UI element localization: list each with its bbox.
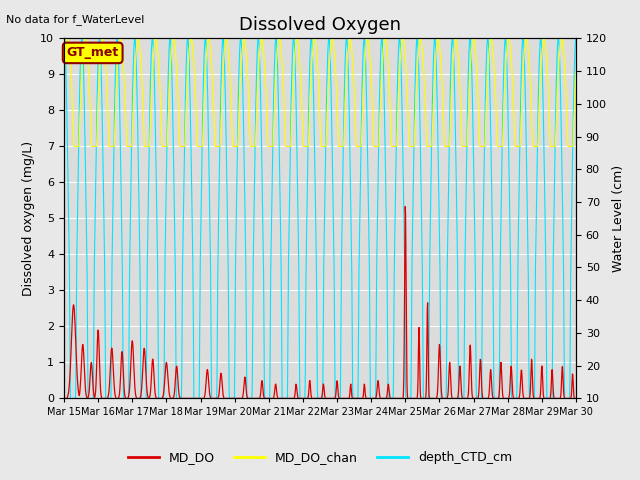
Text: No data for f_WaterLevel: No data for f_WaterLevel [6, 14, 145, 25]
Text: GT_met: GT_met [67, 47, 119, 60]
Legend: MD_DO, MD_DO_chan, depth_CTD_cm: MD_DO, MD_DO_chan, depth_CTD_cm [123, 446, 517, 469]
Title: Dissolved Oxygen: Dissolved Oxygen [239, 16, 401, 34]
Y-axis label: Dissolved oxygen (mg/L): Dissolved oxygen (mg/L) [22, 141, 35, 296]
Y-axis label: Water Level (cm): Water Level (cm) [612, 165, 625, 272]
